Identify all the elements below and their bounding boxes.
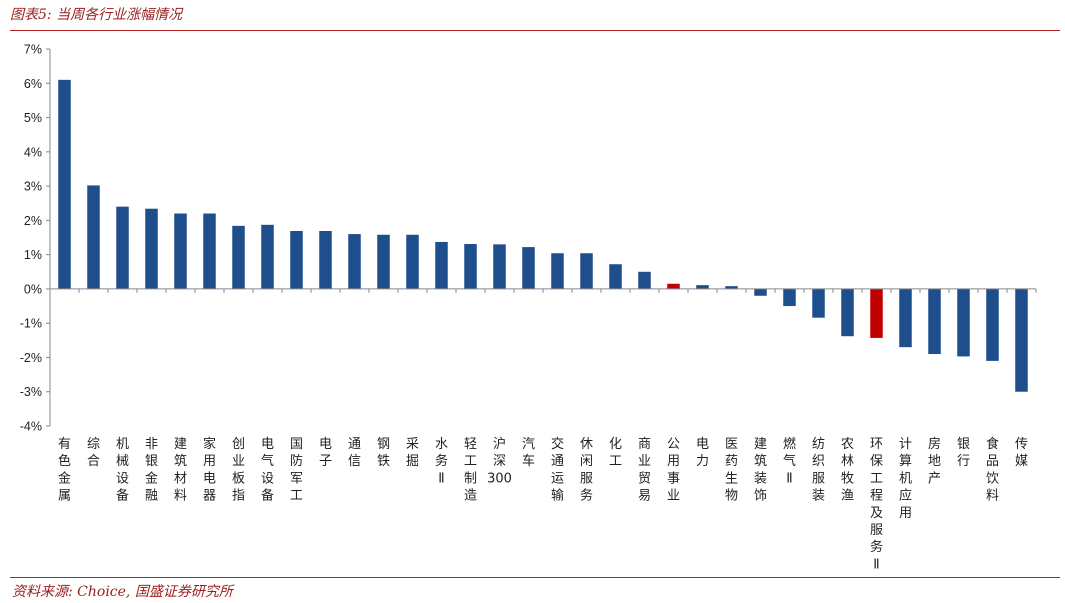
y-tick-label: 2% bbox=[24, 214, 42, 228]
y-tick-label: 6% bbox=[24, 77, 42, 91]
y-tick-label: 3% bbox=[24, 180, 42, 194]
y-tick-label: -3% bbox=[20, 385, 42, 399]
bar bbox=[812, 288, 825, 318]
category-label: 汽车 bbox=[522, 437, 535, 469]
category-label: 燃气 Ⅱ bbox=[783, 436, 796, 486]
category-label: 电气设备 bbox=[261, 437, 274, 504]
title-divider bbox=[10, 30, 1060, 31]
category-label: 环保工程及服务 Ⅱ bbox=[870, 437, 883, 572]
bar bbox=[841, 288, 854, 337]
bar bbox=[174, 213, 187, 289]
y-axis: 7% 6% 5% 4% 3% 2% 1% 0% -1% -2% -3% -4% bbox=[20, 43, 51, 434]
category-label: 纺织服装 bbox=[812, 437, 825, 504]
bar bbox=[58, 79, 71, 289]
y-tick-label: -4% bbox=[20, 420, 42, 434]
category-label: 电子 bbox=[319, 437, 332, 469]
bar bbox=[261, 224, 274, 289]
category-label: 有色金属 bbox=[58, 437, 71, 504]
category-label: 银行 bbox=[957, 437, 970, 469]
bar bbox=[928, 288, 941, 355]
bar bbox=[145, 208, 158, 289]
category-label: 非银金融 bbox=[145, 437, 158, 504]
bar bbox=[232, 225, 245, 289]
bar bbox=[551, 253, 564, 289]
category-label: 沪深 300 bbox=[487, 436, 512, 486]
bar bbox=[1015, 288, 1028, 392]
footer-divider bbox=[10, 577, 1060, 578]
y-tick-label: 1% bbox=[24, 248, 42, 262]
y-tick-label: 7% bbox=[24, 43, 42, 57]
bar bbox=[406, 234, 419, 289]
category-label: 建筑装饰 bbox=[754, 437, 767, 504]
bar bbox=[348, 234, 361, 289]
bar bbox=[986, 288, 999, 361]
category-label: 传媒 bbox=[1015, 437, 1028, 469]
y-tick-label: -2% bbox=[20, 351, 42, 365]
bar bbox=[696, 285, 709, 289]
category-label: 化工 bbox=[609, 437, 622, 469]
category-label: 建筑材料 bbox=[174, 437, 187, 504]
chart-title: 图表5: 当周各行业涨幅情况 bbox=[10, 7, 183, 23]
y-tick-label: 4% bbox=[24, 145, 42, 159]
bar bbox=[783, 288, 796, 307]
bar bbox=[957, 288, 970, 357]
category-label: 医药生物 bbox=[725, 437, 738, 504]
bar bbox=[609, 264, 622, 289]
bar bbox=[522, 247, 535, 289]
bar bbox=[435, 241, 448, 289]
category-label: 食品饮料 bbox=[986, 436, 999, 504]
source-note: 资料来源: Choice, 国盛证券研究所 bbox=[12, 584, 233, 600]
bar bbox=[667, 283, 680, 289]
category-label: 机械设备 bbox=[116, 437, 129, 504]
y-tick-label: 0% bbox=[24, 282, 42, 296]
category-label: 计算机应用 bbox=[899, 437, 912, 521]
category-label: 国防军工 bbox=[290, 437, 303, 504]
category-label: 轻工制造 bbox=[464, 437, 477, 504]
category-label: 公用事业 bbox=[667, 437, 680, 504]
bar-chart: 7% 6% 5% 4% 3% 2% 1% 0% -1% -2% -3% -4% 有色金属 综合 机械设备 非… bbox=[20, 43, 1037, 572]
category-label: 家用电器 bbox=[203, 436, 216, 504]
bar bbox=[116, 206, 129, 289]
bar bbox=[725, 286, 738, 289]
y-tick-label: 5% bbox=[24, 111, 42, 125]
bar bbox=[754, 288, 767, 296]
bars bbox=[58, 79, 1028, 392]
category-label: 钢铁 bbox=[377, 437, 390, 469]
bar bbox=[493, 244, 506, 289]
bar bbox=[464, 244, 477, 289]
category-label: 交通运输 bbox=[551, 436, 564, 504]
category-label: 采掘 bbox=[406, 437, 419, 469]
bar bbox=[377, 234, 390, 289]
bar bbox=[638, 271, 651, 289]
category-label: 房地产 bbox=[928, 436, 941, 486]
bar bbox=[899, 288, 912, 348]
x-axis bbox=[49, 288, 1037, 293]
category-label: 创业板指 bbox=[232, 437, 245, 504]
category-label: 电力 bbox=[696, 437, 709, 469]
category-label: 商业贸易 bbox=[638, 437, 651, 504]
category-label: 水务 Ⅱ bbox=[435, 437, 448, 486]
y-tick-label: -1% bbox=[20, 317, 42, 331]
bar bbox=[87, 185, 100, 289]
bar bbox=[203, 213, 216, 289]
bar bbox=[580, 253, 593, 289]
category-label: 农林牧渔 bbox=[841, 437, 854, 504]
bar bbox=[319, 230, 332, 289]
category-label: 综合 bbox=[87, 437, 100, 469]
category-label: 休闲服务 bbox=[580, 437, 593, 504]
category-labels: 有色金属 综合 机械设备 非银金融 建筑材料 家用电器 创业板指 电气设备 国防军工 电子通信钢铁… bbox=[58, 436, 1028, 572]
category-label: 通信 bbox=[348, 437, 361, 469]
bar bbox=[870, 288, 883, 338]
bar bbox=[290, 230, 303, 289]
